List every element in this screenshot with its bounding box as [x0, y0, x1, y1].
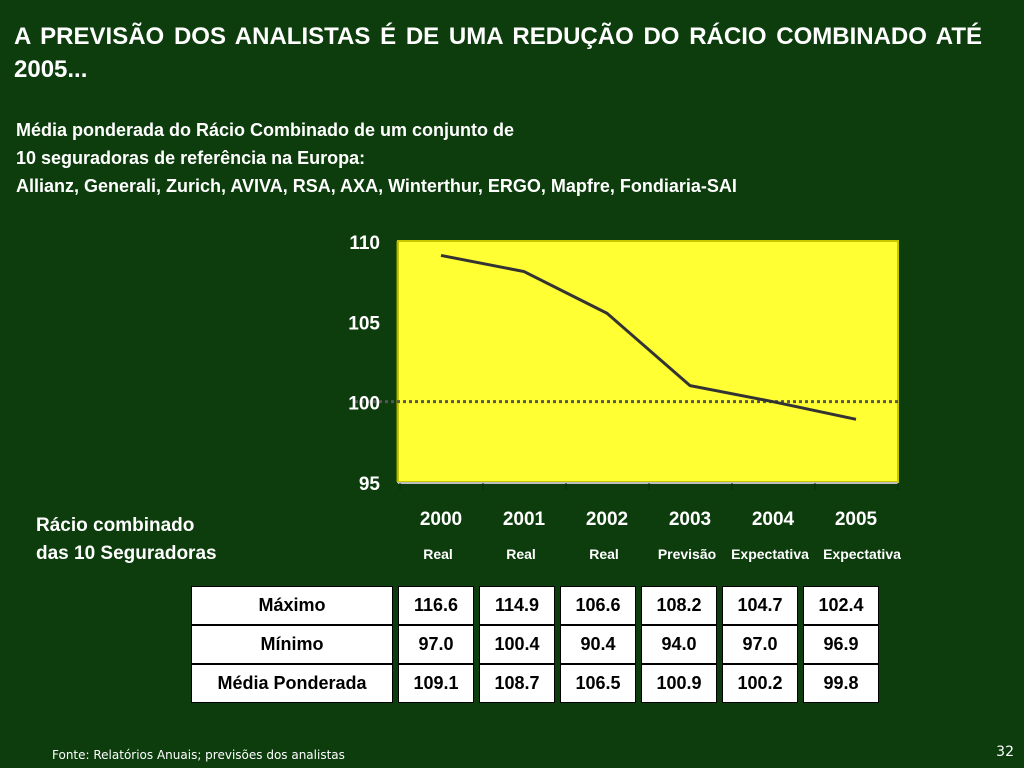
x-sublabel: Expectativa — [823, 546, 901, 562]
table-row: Mínimo 97.0 100.4 90.4 94.0 97.0 96.9 — [191, 625, 879, 664]
table-cell: 106.5 — [560, 664, 636, 703]
subtitle-line-1: Média ponderada do Rácio Combinado de um… — [16, 120, 515, 140]
table-cell: 114.9 — [479, 586, 555, 625]
table-cell: 116.6 — [398, 586, 474, 625]
series-line — [440, 253, 857, 421]
page-number: 32 — [996, 744, 1014, 760]
table-cell: 94.0 — [641, 625, 717, 664]
x-tick-label: 2003 — [669, 509, 711, 530]
table-cell: 100.2 — [722, 664, 798, 703]
y-tick-label: 95 — [359, 474, 381, 495]
row-label: Mínimo — [191, 625, 393, 664]
table-cell: 100.4 — [479, 625, 555, 664]
series-label-line-1: Rácio combinado — [36, 515, 195, 536]
x-sublabel: Real — [506, 546, 536, 562]
slide-title: A PREVISÃO DOS ANALISTAS É DE UMA REDUÇÃ… — [14, 23, 982, 83]
table-cell: 104.7 — [722, 586, 798, 625]
y-tick-label: 110 — [349, 233, 380, 254]
plot-area — [397, 240, 899, 483]
series-label: Rácio combinado das 10 Seguradoras — [36, 512, 217, 568]
table-cell: 108.2 — [641, 586, 717, 625]
table-cell: 90.4 — [560, 625, 636, 664]
x-tick-label: 2000 — [420, 509, 462, 530]
chart-subtitle: Média ponderada do Rácio Combinado de um… — [16, 116, 737, 200]
row-label: Máximo — [191, 586, 393, 625]
x-tick-label: 2005 — [835, 509, 878, 530]
ratio-table: Máximo 116.6 114.9 106.6 108.2 104.7 102.4 Míni… — [186, 586, 884, 703]
x-sublabel: Previsão — [658, 546, 716, 562]
table-row: Máximo 116.6 114.9 106.6 108.2 104.7 102.4 — [191, 586, 879, 625]
table-cell: 100.9 — [641, 664, 717, 703]
table-cell: 97.0 — [722, 625, 798, 664]
table-cell: 106.6 — [560, 586, 636, 625]
table-cell: 99.8 — [803, 664, 879, 703]
x-sublabel: Real — [423, 546, 453, 562]
x-sublabel: Real — [589, 546, 619, 562]
row-label: Média Ponderada — [191, 664, 393, 703]
subtitle-line-2: 10 seguradoras de referência na Europa: — [16, 148, 366, 168]
x-sublabel: Expectativa — [731, 546, 809, 562]
series-label-line-2: das 10 Seguradoras — [36, 543, 217, 564]
y-tick-label: 100 — [348, 394, 380, 415]
x-tick-label: 2001 — [503, 509, 546, 530]
table-cell: 109.1 — [398, 664, 474, 703]
subtitle-line-3: Allianz, Generali, Zurich, AVIVA, RSA, A… — [16, 176, 737, 196]
source-note: Fonte: Relatórios Anuais; previsões dos … — [52, 748, 345, 762]
table-row: Média Ponderada 109.1 108.7 106.5 100.9 100.2… — [191, 664, 879, 703]
table-cell: 96.9 — [803, 625, 879, 664]
y-tick-label: 105 — [348, 313, 380, 334]
x-tick-label: 2002 — [586, 509, 628, 530]
x-tick-label: 2004 — [752, 509, 795, 530]
table-cell: 97.0 — [398, 625, 474, 664]
table-cell: 108.7 — [479, 664, 555, 703]
table-cell: 102.4 — [803, 586, 879, 625]
combined-ratio-line-chart: 95 100 105 110 2000 Real 2001 Real 2002 Real 2003 P… — [348, 233, 901, 562]
